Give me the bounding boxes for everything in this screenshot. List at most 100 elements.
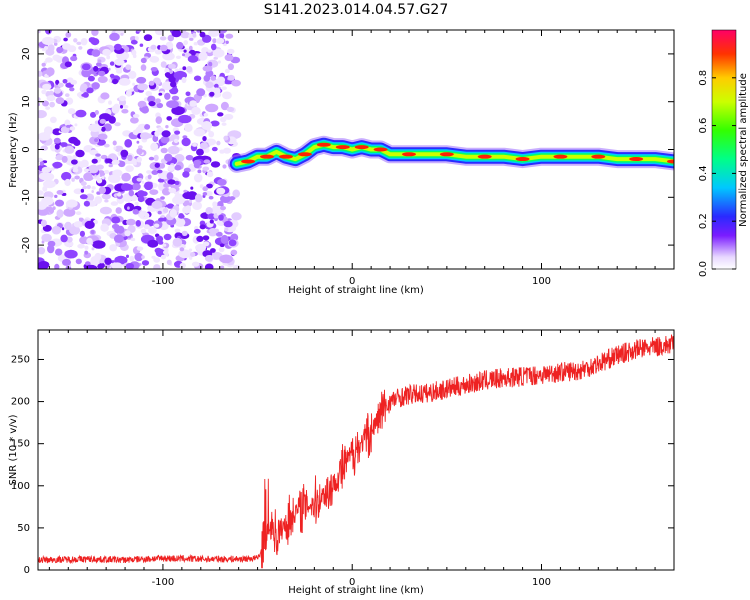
spectrogram-peak-cell [354, 145, 369, 150]
spectrogram-peak-cell [629, 157, 644, 162]
spectrogram-noise-cell [41, 62, 46, 67]
spectrogram-noise-cell [47, 44, 55, 52]
spectrogram-noise-cell [111, 159, 120, 165]
spectrogram-noise-cell [80, 181, 87, 186]
spectrogram-noise-cell [98, 70, 106, 77]
spectrogram-noise-cell [231, 79, 241, 87]
spectrogram-noise-cell [126, 218, 136, 226]
spectrogram-noise-cell [74, 175, 80, 180]
spectrogram-noise-cell [150, 44, 157, 50]
spectrogram-noise-cell [192, 143, 197, 147]
spectrogram-noise-cell [149, 189, 159, 196]
spectrogram-noise-cell [71, 177, 75, 182]
spectrogram-noise-cell [199, 224, 206, 230]
spectrogram-noise-cell [114, 255, 128, 265]
spectrogram-noise-cell [133, 161, 137, 166]
spectrogram-noise-cell [225, 33, 234, 39]
spectrogram-peak-cell [439, 152, 454, 157]
spectrogram-noise-cell [151, 200, 163, 209]
spectrogram-noise-cell [41, 233, 52, 242]
spectrogram-noise-cell [154, 49, 162, 55]
spectrogram-noise-cell [105, 158, 113, 164]
spectrogram-peak-cell [297, 152, 312, 157]
spectrogram-noise-cell [174, 164, 182, 171]
spectrogram-noise-cell [189, 37, 194, 41]
spectrogram-noise-cell [55, 248, 63, 256]
spectrogram-noise-cell [72, 167, 79, 173]
spectrogram-noise-cell [199, 184, 204, 189]
spectrogram-noise-cell [160, 136, 170, 144]
spectrogram-noise-cell [148, 227, 157, 234]
spectrogram-noise-cell [67, 108, 76, 115]
spectrogram-noise-cell [143, 224, 150, 230]
spectrogram-noise-cell [228, 239, 237, 247]
spectrogram-noise-cell [46, 95, 56, 102]
spectrogram-noise-cell [114, 58, 125, 66]
spectrogram-noise-cell [202, 235, 210, 241]
spectrogram-noise-cell [171, 30, 182, 38]
spectrogram-noise-cell [54, 263, 60, 269]
spectrogram-noise-cell [161, 130, 171, 138]
spectrogram-noise-cell [216, 187, 226, 195]
spectrogram-noise-cell [168, 74, 176, 84]
spectrogram-noise-cell [154, 130, 160, 137]
spectrogram-noise-cell [222, 164, 227, 169]
spectrogram-noise-cell [196, 235, 204, 242]
spectrogram-noise-cell [61, 227, 65, 231]
spectrogram-noise-cell [97, 76, 108, 83]
spectrogram-noise-cell [195, 193, 203, 203]
snr-xlabel: Height of straight line (km) [288, 585, 424, 596]
spectrogram-noise-cell [53, 137, 61, 144]
spectrogram-noise-cell [91, 37, 96, 42]
spectrogram-noise-cell [199, 31, 206, 38]
spectrogram-noise-cell [218, 214, 224, 221]
spectrogram-noise-cell [84, 250, 89, 255]
spectrogram-noise-cell [94, 120, 99, 125]
spectrogram-noise-cell [211, 146, 218, 152]
spectrogram-noise-cell [180, 31, 190, 39]
spectrogram-noise-cell [193, 128, 205, 137]
spectrogram-noise-cell [108, 67, 111, 71]
spectrogram-noise-cell [69, 87, 75, 92]
spectrogram-noise-cell [64, 240, 74, 248]
spectrogram-noise-cell [91, 30, 99, 36]
spectrogram-noise-cell [102, 48, 111, 56]
spectrogram-noise-cell [223, 135, 229, 141]
snr-ytick-label: 0 [24, 565, 30, 576]
spectrogram-noise-cell [83, 168, 90, 173]
spectrogram-noise-cell [168, 187, 177, 194]
spectrogram-noise-cell [192, 32, 197, 38]
spectrogram-noise-cell [126, 254, 129, 258]
spectrogram-noise-cell [47, 240, 56, 247]
spectrogram-noise-cell [148, 156, 155, 161]
spectrogram-noise-cell [108, 164, 113, 168]
colorbar-ticks: 0.0 0.2 0.4 0.6 0.8 [698, 70, 736, 277]
spectrogram-noise-cell [109, 32, 120, 42]
spectrogram-noise-cell [79, 230, 85, 237]
spectrogram-noise-cell [137, 190, 146, 198]
spectrogram-noise-cell [190, 186, 194, 190]
spectrogram-noise-cell [53, 87, 62, 94]
spectrogram-noise-cell [56, 190, 64, 195]
spectrogram-noise-cell [204, 255, 214, 262]
spectrogram-noise-cell [164, 251, 169, 257]
spectrogram-noise-cell [192, 201, 203, 211]
spectrogram-noise-cell [128, 189, 134, 197]
spectrogram-noise-cell [154, 247, 162, 254]
spectrogram-noise-cell [95, 153, 101, 157]
spectrogram-noise-cell [185, 91, 191, 97]
spectrogram-noise-cell [60, 142, 68, 147]
spectrogram-noise-cell [74, 123, 78, 127]
spectrogram-noise-cell [97, 59, 102, 63]
spectrogram-noise-cell [137, 83, 149, 91]
spectrogram-noise-cell [150, 67, 158, 72]
spectrogram-noise-cell [41, 196, 54, 206]
spectrogram-noise-cell [132, 113, 140, 118]
spectrogram-noise-cell [80, 83, 88, 92]
spectrogram-noise-cell [132, 82, 136, 86]
spectrogram-noise-cell [83, 200, 90, 207]
spectrogram-noise-cell [159, 143, 164, 147]
spectrogram-noise-cell [232, 189, 240, 198]
spectrogram-peak-cell [335, 145, 350, 150]
